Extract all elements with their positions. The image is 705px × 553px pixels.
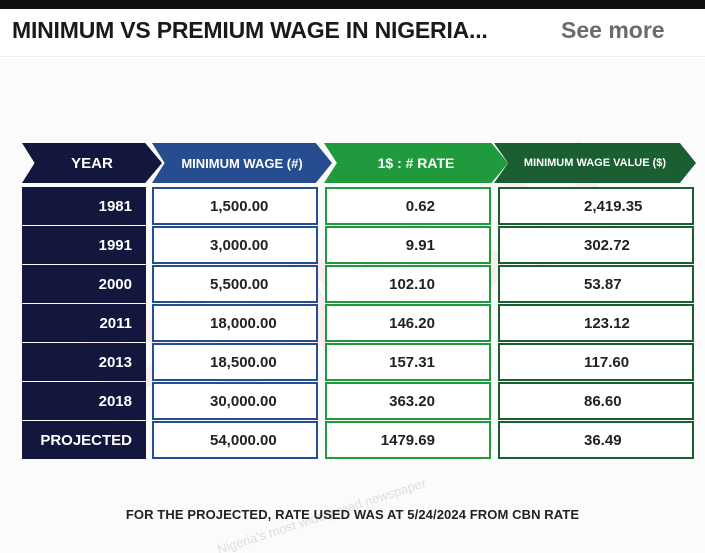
header-year: YEAR [22,143,162,183]
table-row: 1981 1,500.00 0.62 2,419.35 [22,187,694,225]
post-title: MINIMUM VS PREMIUM WAGE IN NIGERIA... [12,17,488,43]
cell-minimum-wage: 54,000.00 [152,421,318,459]
cell-wage-value: 53.87 [498,265,694,303]
header-minimum-wage: MINIMUM WAGE (#) [152,143,332,183]
cell-wage-value: 123.12 [498,304,694,342]
post-header: MINIMUM VS PREMIUM WAGE IN NIGERIA... Se… [0,9,705,53]
cell-exchange-rate: 102.10 [325,265,491,303]
table-row: 1991 3,000.00 9.91 302.72 [22,226,694,264]
cell-minimum-wage: 5,500.00 [152,265,318,303]
cell-year: 1991 [22,226,146,264]
table-row: PROJECTED 54,000.00 1479.69 36.49 [22,421,694,459]
cell-year: 2000 [22,265,146,303]
table-footnote: FOR THE PROJECTED, RATE USED WAS AT 5/24… [125,507,580,522]
cell-year: 1981 [22,187,146,225]
cell-minimum-wage: 30,000.00 [152,382,318,420]
cell-wage-value: 36.49 [498,421,694,459]
cell-year: PROJECTED [22,421,146,459]
cell-wage-value: 86.60 [498,382,694,420]
cell-exchange-rate: 0.62 [325,187,491,225]
top-status-strip [0,0,705,9]
cell-minimum-wage: 3,000.00 [152,226,318,264]
cell-minimum-wage: 1,500.00 [152,187,318,225]
cell-year: 2011 [22,304,146,342]
header-divider [0,56,705,57]
cell-exchange-rate: 363.20 [325,382,491,420]
table-row: 2013 18,500.00 157.31 117.60 [22,343,694,381]
cell-wage-value: 117.60 [498,343,694,381]
cell-year: 2018 [22,382,146,420]
header-minimum-wage-value: MINIMUM WAGE VALUE ($) [494,143,696,183]
header-exchange-rate: 1$ : # RATE [324,143,508,183]
cell-exchange-rate: 1479.69 [325,421,491,459]
cell-wage-value: 302.72 [498,226,694,264]
table-row: 2000 5,500.00 102.10 53.87 [22,265,694,303]
cell-exchange-rate: 146.20 [325,304,491,342]
table-row: 2018 30,000.00 363.20 86.60 [22,382,694,420]
cell-year: 2013 [22,343,146,381]
cell-wage-value: 2,419.35 [498,187,694,225]
cell-exchange-rate: 9.91 [325,226,491,264]
see-more-link[interactable]: See more [561,17,665,43]
table-row: 2011 18,000.00 146.20 123.12 [22,304,694,342]
cell-minimum-wage: 18,000.00 [152,304,318,342]
cell-minimum-wage: 18,500.00 [152,343,318,381]
cell-exchange-rate: 157.31 [325,343,491,381]
